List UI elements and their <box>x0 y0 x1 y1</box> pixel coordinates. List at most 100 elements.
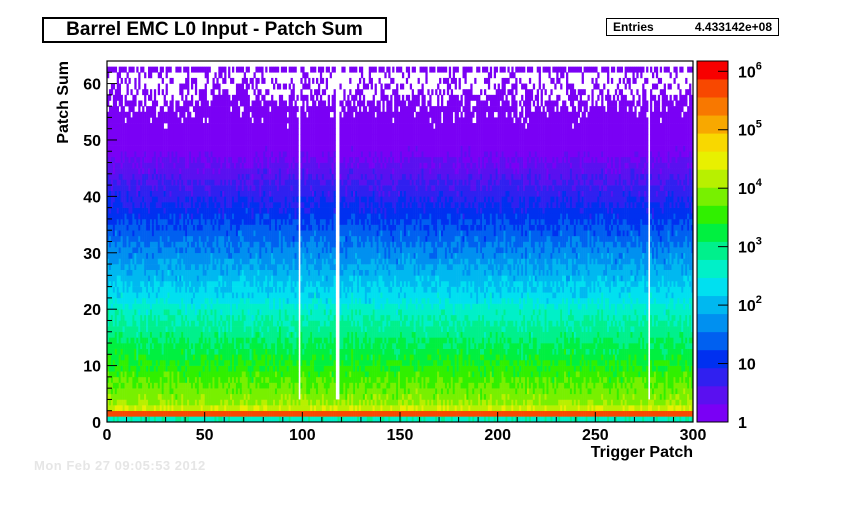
heatmap-cell <box>126 123 129 129</box>
heatmap-cell <box>235 235 239 242</box>
heatmap-cell <box>235 399 239 406</box>
heatmap-cell <box>128 151 131 158</box>
heatmap-cell <box>218 230 221 237</box>
heatmap-cell <box>107 168 110 175</box>
heatmap-cell <box>126 235 129 242</box>
heatmap-cell <box>253 292 256 299</box>
heatmap-cell <box>233 264 237 270</box>
heatmap-cell <box>144 207 147 214</box>
heatmap-cell <box>226 365 229 372</box>
heatmap-cell <box>146 280 149 287</box>
heatmap-cell <box>171 280 174 287</box>
heatmap-cell <box>198 309 202 316</box>
heatmap-cell <box>142 297 145 304</box>
heatmap-cell <box>243 382 246 389</box>
heatmap-cell <box>263 134 266 141</box>
heatmap-cell <box>218 359 221 366</box>
heatmap-cell <box>243 207 246 214</box>
heatmap-cell <box>198 241 202 248</box>
heatmap-cell <box>206 190 209 197</box>
heatmap-cell <box>257 314 260 321</box>
heatmap-cell <box>108 94 112 101</box>
heatmap-cell <box>187 292 190 299</box>
heatmap-cell <box>265 410 268 417</box>
heatmap-cell <box>146 117 149 124</box>
heatmap-cell <box>126 89 129 96</box>
heatmap-cell <box>153 218 157 225</box>
heatmap-cell <box>157 83 161 90</box>
heatmap-cell <box>130 224 133 231</box>
heatmap-cell <box>233 359 237 366</box>
heatmap-cell <box>269 365 272 372</box>
heatmap-cell <box>107 410 110 417</box>
heatmap-cell <box>149 326 153 333</box>
heatmap-cell <box>245 128 248 135</box>
heatmap-cell <box>120 337 123 344</box>
heatmap-cell <box>148 202 151 208</box>
heatmap-cell <box>218 145 221 152</box>
heatmap-cell <box>163 320 166 327</box>
heatmap-cell <box>204 202 207 208</box>
heatmap-cell <box>202 314 205 321</box>
heatmap-cell <box>271 331 274 338</box>
heatmap-cell <box>245 371 248 378</box>
heatmap-cell <box>253 297 256 304</box>
heatmap-cell <box>212 179 215 186</box>
heatmap-cell <box>265 117 268 124</box>
heatmap-cell <box>226 343 229 349</box>
heatmap-cell <box>233 399 237 406</box>
heatmap-cell <box>267 388 270 395</box>
heatmap-cell <box>257 168 260 175</box>
heatmap-cell <box>263 258 266 265</box>
heatmap-cell <box>155 117 159 124</box>
heatmap-cell <box>224 235 227 242</box>
heatmap-cell <box>175 337 178 344</box>
heatmap-cell <box>257 382 260 389</box>
heatmap-cell <box>177 303 180 310</box>
heatmap-cell <box>163 145 166 152</box>
heatmap-cell <box>243 343 246 349</box>
heatmap-cell <box>257 89 260 96</box>
heatmap-cell <box>146 241 149 248</box>
heatmap-cell <box>118 111 121 118</box>
heatmap-cell <box>122 388 125 395</box>
heatmap-cell <box>128 241 131 248</box>
heatmap-cell <box>261 388 264 395</box>
heatmap-cell <box>140 297 143 304</box>
heatmap-cell <box>153 224 157 231</box>
heatmap-cell <box>237 196 241 203</box>
heatmap-cell <box>206 258 209 265</box>
heatmap-cell <box>153 111 157 118</box>
heatmap-cell <box>247 371 250 378</box>
heatmap-cell <box>118 258 121 265</box>
heatmap-cell <box>251 354 254 361</box>
heatmap-cell <box>175 410 178 417</box>
heatmap-cell <box>114 139 118 146</box>
heatmap-cell <box>110 314 114 321</box>
heatmap-cell <box>237 320 241 327</box>
heatmap-cell <box>265 89 268 96</box>
heatmap-cell <box>226 269 229 276</box>
heatmap-cell <box>179 303 182 310</box>
heatmap-cell <box>146 303 149 310</box>
heatmap-cell <box>167 343 170 349</box>
heatmap-cell <box>173 337 176 344</box>
heatmap-cell <box>265 280 268 287</box>
heatmap-cell <box>136 66 139 73</box>
heatmap-cell <box>190 83 194 90</box>
heatmap-cell <box>249 388 252 395</box>
heatmap-cell <box>241 207 245 214</box>
heatmap-cell <box>202 89 205 96</box>
heatmap-cell <box>200 66 204 73</box>
heatmap-cell <box>107 348 110 355</box>
heatmap-cell <box>142 185 145 192</box>
heatmap-cell <box>144 292 147 299</box>
heatmap-cell <box>251 331 254 338</box>
heatmap-cell <box>189 359 192 366</box>
heatmap-cell <box>194 117 198 124</box>
heatmap-cell <box>212 286 215 293</box>
heatmap-cell <box>155 376 159 383</box>
heatmap-cell <box>235 224 239 231</box>
heatmap-cell <box>204 179 207 186</box>
heatmap-cell <box>107 337 110 344</box>
